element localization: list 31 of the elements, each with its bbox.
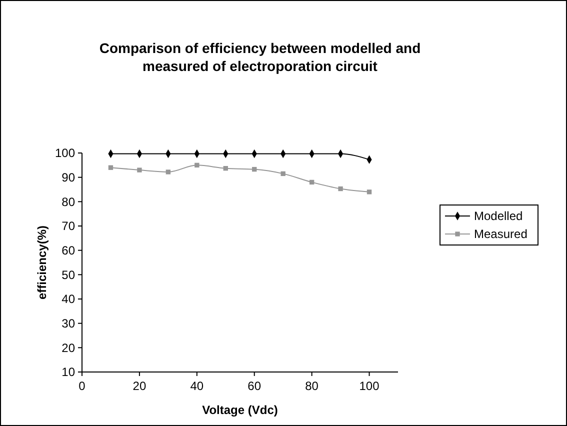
y-tick-label: 100: [54, 146, 76, 160]
x-tick-label: 0: [78, 379, 86, 393]
point: [338, 186, 343, 192]
point: [108, 165, 114, 170]
legend-label: Measured: [474, 227, 528, 242]
point: [137, 168, 142, 172]
point: [366, 190, 372, 194]
y-tick-label: 30: [62, 316, 76, 331]
point: [252, 166, 257, 172]
x-tick-label: 80: [305, 379, 319, 393]
point: [280, 171, 286, 176]
y-tick-label: 20: [62, 340, 76, 355]
x-tick-label: 60: [248, 379, 262, 393]
y-tick-label: 60: [62, 244, 76, 258]
x-tick-label: 20: [132, 379, 146, 393]
x-tick-label: 100: [359, 379, 380, 393]
y-tick-label: 70: [62, 219, 76, 234]
point: [223, 166, 228, 171]
point: [166, 170, 171, 174]
x-axis-title: Voltage (Vdc): [202, 403, 278, 417]
chart-title: Comparison of efficiency between modelled and measured of electroporation circuit: [99, 40, 421, 74]
y-tick-label: 90: [62, 170, 76, 185]
legend-label: Modelled: [474, 209, 523, 224]
y-tick-label: 50: [62, 268, 76, 282]
y-axis-title: efficiency(%): [35, 225, 49, 300]
point: [309, 180, 314, 185]
point: [194, 162, 200, 168]
x-tick-label: 40: [190, 379, 204, 393]
y-tick-label: 10: [62, 365, 76, 380]
y-tick-label: 80: [62, 194, 76, 209]
y-tick-label: 40: [62, 292, 76, 306]
